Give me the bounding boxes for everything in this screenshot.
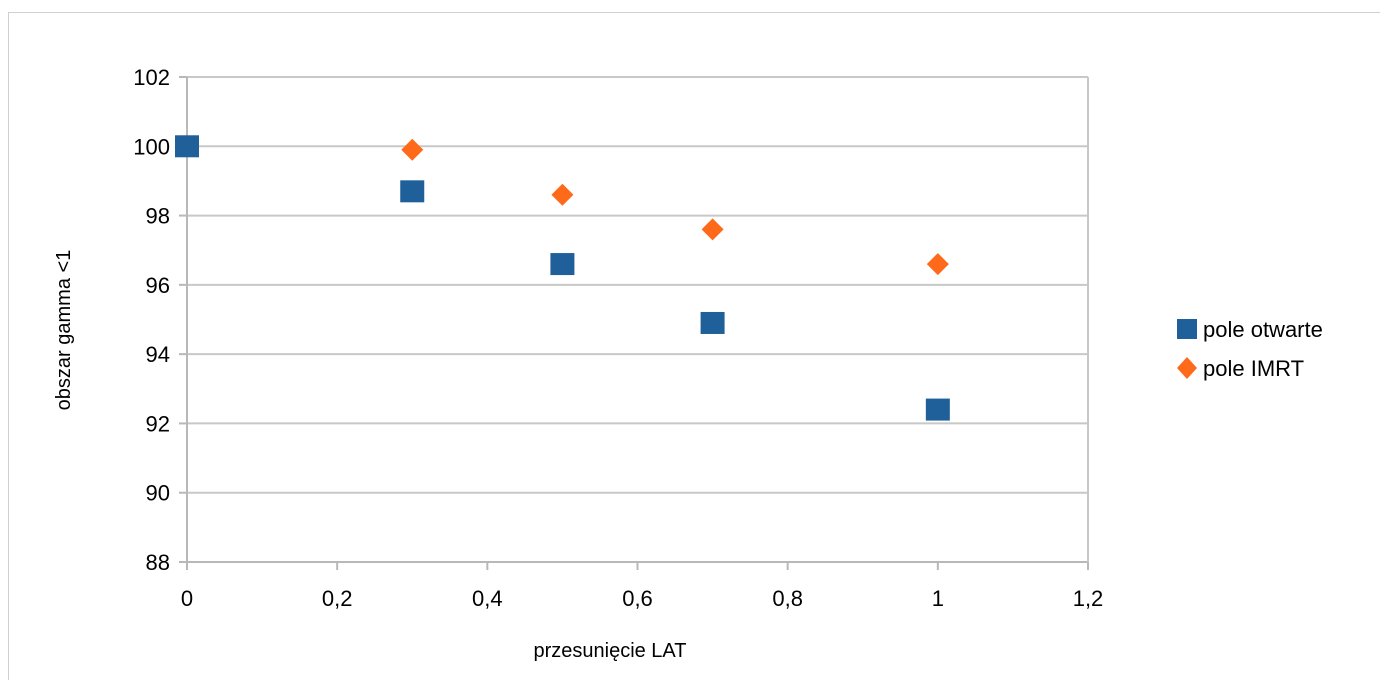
point-pole-imrt [551, 183, 574, 206]
x-tick-label: 1,2 [1073, 586, 1104, 611]
y-tick-label: 92 [146, 411, 170, 436]
point-pole-otwarte [175, 135, 199, 158]
point-pole-otwarte [550, 253, 575, 276]
legend: pole otwarte pole IMRT [1177, 317, 1323, 381]
y-axis-title: obszar gamma <1 [53, 250, 75, 411]
axes [179, 76, 1089, 570]
point-pole-imrt [926, 253, 949, 276]
x-tick-label: 0,6 [622, 586, 653, 611]
point-pole-otwarte [700, 311, 725, 334]
y-tick-label: 96 [146, 273, 170, 298]
x-tick-label: 0,4 [472, 586, 503, 611]
x-tick-label: 0,2 [322, 586, 353, 611]
x-tick-label: 0 [181, 586, 193, 611]
legend-label-pole-imrt: pole IMRT [1203, 356, 1304, 381]
y-tick-label: 98 [146, 204, 170, 229]
legend-label-pole-otwarte: pole otwarte [1203, 317, 1323, 342]
chart-frame [8, 12, 1380, 680]
x-axis-title: przesunięcie LAT [533, 640, 686, 662]
x-tick-label: 0,8 [772, 586, 803, 611]
point-pole-otwarte [925, 398, 950, 421]
y-tick-label: 102 [133, 65, 170, 90]
point-pole-imrt [401, 138, 424, 161]
point-pole-imrt [701, 218, 724, 241]
y-tick-label: 88 [146, 550, 170, 575]
data-points [175, 135, 950, 421]
point-pole-otwarte [400, 180, 425, 203]
legend-marker-pole-imrt [1177, 357, 1197, 379]
y-tick-label: 90 [146, 481, 170, 506]
legend-marker-pole-otwarte [1177, 319, 1197, 339]
y-tick-label: 94 [146, 342, 170, 367]
y-tick-labels: 88 90 92 94 96 98 100 102 [133, 65, 170, 575]
x-tick-labels: 0 0,2 0,4 0,6 0,8 1 1,2 [181, 586, 1103, 611]
y-tick-label: 100 [133, 134, 170, 159]
x-tick-label: 1 [932, 586, 944, 611]
gridlines [187, 76, 1088, 494]
